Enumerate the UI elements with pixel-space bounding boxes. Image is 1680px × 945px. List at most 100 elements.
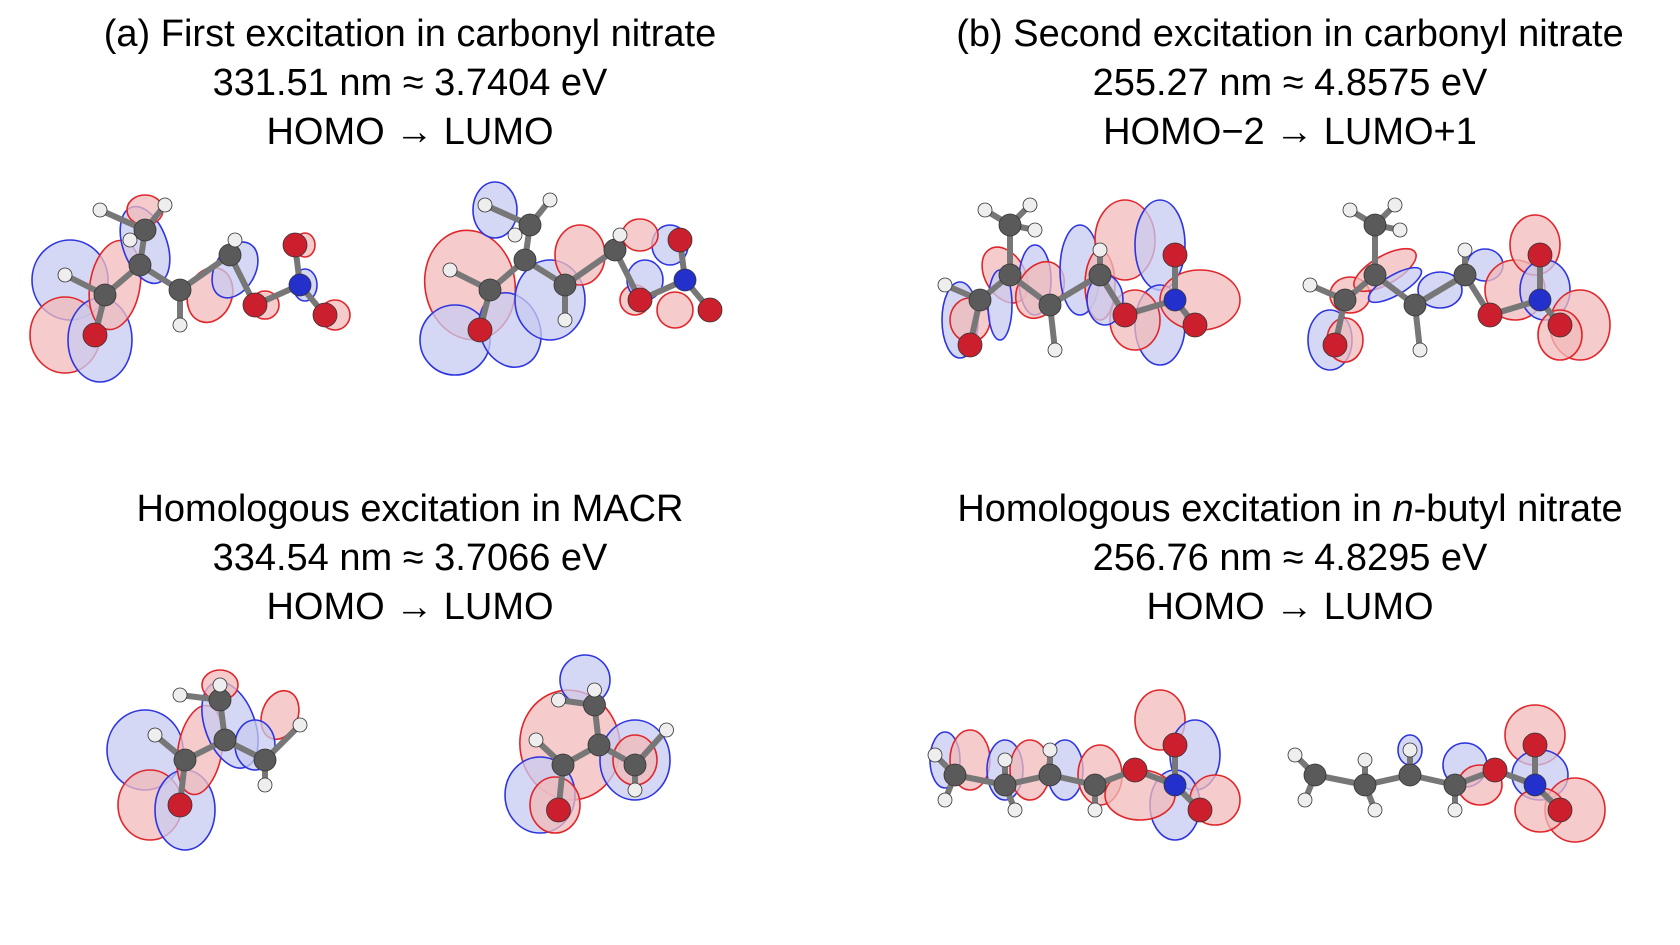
oxygen-atom xyxy=(697,297,723,323)
carbon-atom xyxy=(133,218,157,242)
nitrogen-atom xyxy=(1523,773,1547,797)
hydrogen-atom xyxy=(1367,802,1383,818)
hydrogen-atom xyxy=(528,732,544,748)
oxygen-atom xyxy=(627,287,653,313)
hydrogen-atom xyxy=(1402,742,1418,758)
carbon-atom xyxy=(128,253,152,277)
oxygen-atom xyxy=(1477,302,1503,328)
hydrogen-atom xyxy=(172,317,188,333)
oxygen-atom xyxy=(1112,302,1138,328)
hydrogen-atom xyxy=(442,262,458,278)
panel-c-title-line: Homologous excitation in MACR xyxy=(136,488,684,530)
orbital-c-homo xyxy=(106,669,308,851)
hydrogen-atom xyxy=(1412,342,1428,358)
hydrogen-atom xyxy=(557,312,573,328)
hydrogen-atom xyxy=(937,792,953,808)
carbon-atom xyxy=(213,728,237,752)
hydrogen-atom xyxy=(212,677,228,693)
hydrogen-atom xyxy=(1287,747,1303,763)
carbon-atom xyxy=(1083,773,1107,797)
nitrogen-atom xyxy=(1163,773,1187,797)
hydrogen-atom xyxy=(1342,202,1358,218)
carbon-atom xyxy=(553,273,577,297)
panel-d-title-italic: n xyxy=(1392,488,1414,530)
oxygen-atom xyxy=(1187,797,1213,823)
panel-b-transition-line: HOMO−2 → LUMO+1 xyxy=(1103,111,1477,153)
hydrogen-atom xyxy=(172,687,188,703)
hydrogen-atom xyxy=(1092,242,1108,258)
oxygen-atom xyxy=(282,232,308,258)
orbital-b-homo-2 xyxy=(937,197,1241,366)
oxygen-atom xyxy=(667,227,693,253)
orbital-lobe-positive xyxy=(656,291,694,329)
hydrogen-atom xyxy=(1047,342,1063,358)
nitrogen-atom xyxy=(1163,288,1187,312)
carbon-atom xyxy=(551,753,575,777)
carbon-atom xyxy=(478,278,502,302)
oxygen-atom xyxy=(1527,242,1553,268)
carbon-atom xyxy=(1398,763,1422,787)
hydrogen-atom xyxy=(627,782,643,798)
panel-b-energy-line: 255.27 nm ≈ 4.8575 eV xyxy=(1092,62,1488,104)
hydrogen-atom xyxy=(1357,752,1373,768)
carbon-atom xyxy=(253,748,277,772)
panel-c-energy-line: 334.54 nm ≈ 3.7066 eV xyxy=(212,537,608,579)
panel-d-transition-line: HOMO → LUMO xyxy=(1146,586,1434,628)
carbon-atom xyxy=(93,283,117,307)
carbon-atom xyxy=(173,748,197,772)
hydrogen-atom xyxy=(1007,802,1023,818)
carbon-atom xyxy=(1333,288,1357,312)
hydrogen-atom xyxy=(937,277,953,293)
carbon-atom xyxy=(1443,773,1467,797)
carbon-atom xyxy=(1038,293,1062,317)
hydrogen-atom xyxy=(1392,222,1408,238)
panel-a-title: (a) First excitation in carbonyl nitrate… xyxy=(0,10,820,157)
oxygen-atom xyxy=(1162,732,1188,758)
carbon-atom xyxy=(968,288,992,312)
oxygen-atom xyxy=(1322,332,1348,358)
nitrogen-atom xyxy=(1528,288,1552,312)
carbon-atom xyxy=(1088,263,1112,287)
oxygen-atom xyxy=(82,322,108,348)
hydrogen-atom xyxy=(612,227,628,243)
carbon-atom xyxy=(1363,213,1387,237)
hydrogen-atom xyxy=(1022,197,1038,213)
orbital-lobe-positive xyxy=(621,218,659,252)
hydrogen-atom xyxy=(157,197,173,213)
hydrogen-atom xyxy=(1302,277,1318,293)
oxygen-atom xyxy=(546,797,571,823)
carbon-atom xyxy=(518,213,542,237)
carbon-atom xyxy=(998,263,1022,287)
hydrogen-atom xyxy=(227,232,243,248)
carbon-atom xyxy=(1303,763,1327,787)
panel-a-transition-line: HOMO → LUMO xyxy=(266,111,554,153)
hydrogen-atom xyxy=(1387,197,1403,213)
orbital-a-lumo xyxy=(419,181,723,376)
carbon-atom xyxy=(587,733,611,757)
panel-d-title-line: Homologous excitation in n-butyl nitrate xyxy=(880,485,1680,534)
carbon-atom xyxy=(1363,263,1387,287)
orbital-c-lumo xyxy=(504,654,674,834)
carbon-atom xyxy=(1453,263,1477,287)
hydrogen-atom xyxy=(92,202,108,218)
panel-a-energy-line: 331.51 nm ≈ 3.7404 eV xyxy=(212,62,608,104)
oxygen-atom xyxy=(1122,757,1148,783)
hydrogen-atom xyxy=(1087,802,1103,818)
hydrogen-atom xyxy=(147,727,163,743)
panel-d-title: Homologous excitation in n-butyl nitrate… xyxy=(880,485,1680,632)
hydrogen-atom xyxy=(507,227,523,243)
hydrogen-atom xyxy=(927,747,943,763)
oxygen-atom xyxy=(312,302,338,328)
panel-b-title: (b) Second excitation in carbonyl nitrat… xyxy=(880,10,1680,157)
carbon-atom xyxy=(1038,763,1062,787)
hydrogen-atom xyxy=(659,722,674,738)
panel-d-title-suffix: -butyl nitrate xyxy=(1413,488,1623,530)
hydrogen-atom xyxy=(477,197,493,213)
panel-c-transition-line: HOMO → LUMO xyxy=(266,586,554,628)
panel-a-title-line: (a) First excitation in carbonyl nitrate xyxy=(103,13,717,55)
carbon-atom xyxy=(943,763,967,787)
carbon-atom xyxy=(998,213,1022,237)
orbital-d-lumo xyxy=(1287,704,1606,843)
panel-d-title-prefix: Homologous excitation in xyxy=(957,488,1393,530)
orbital-b-lumo-1 xyxy=(1302,197,1611,371)
